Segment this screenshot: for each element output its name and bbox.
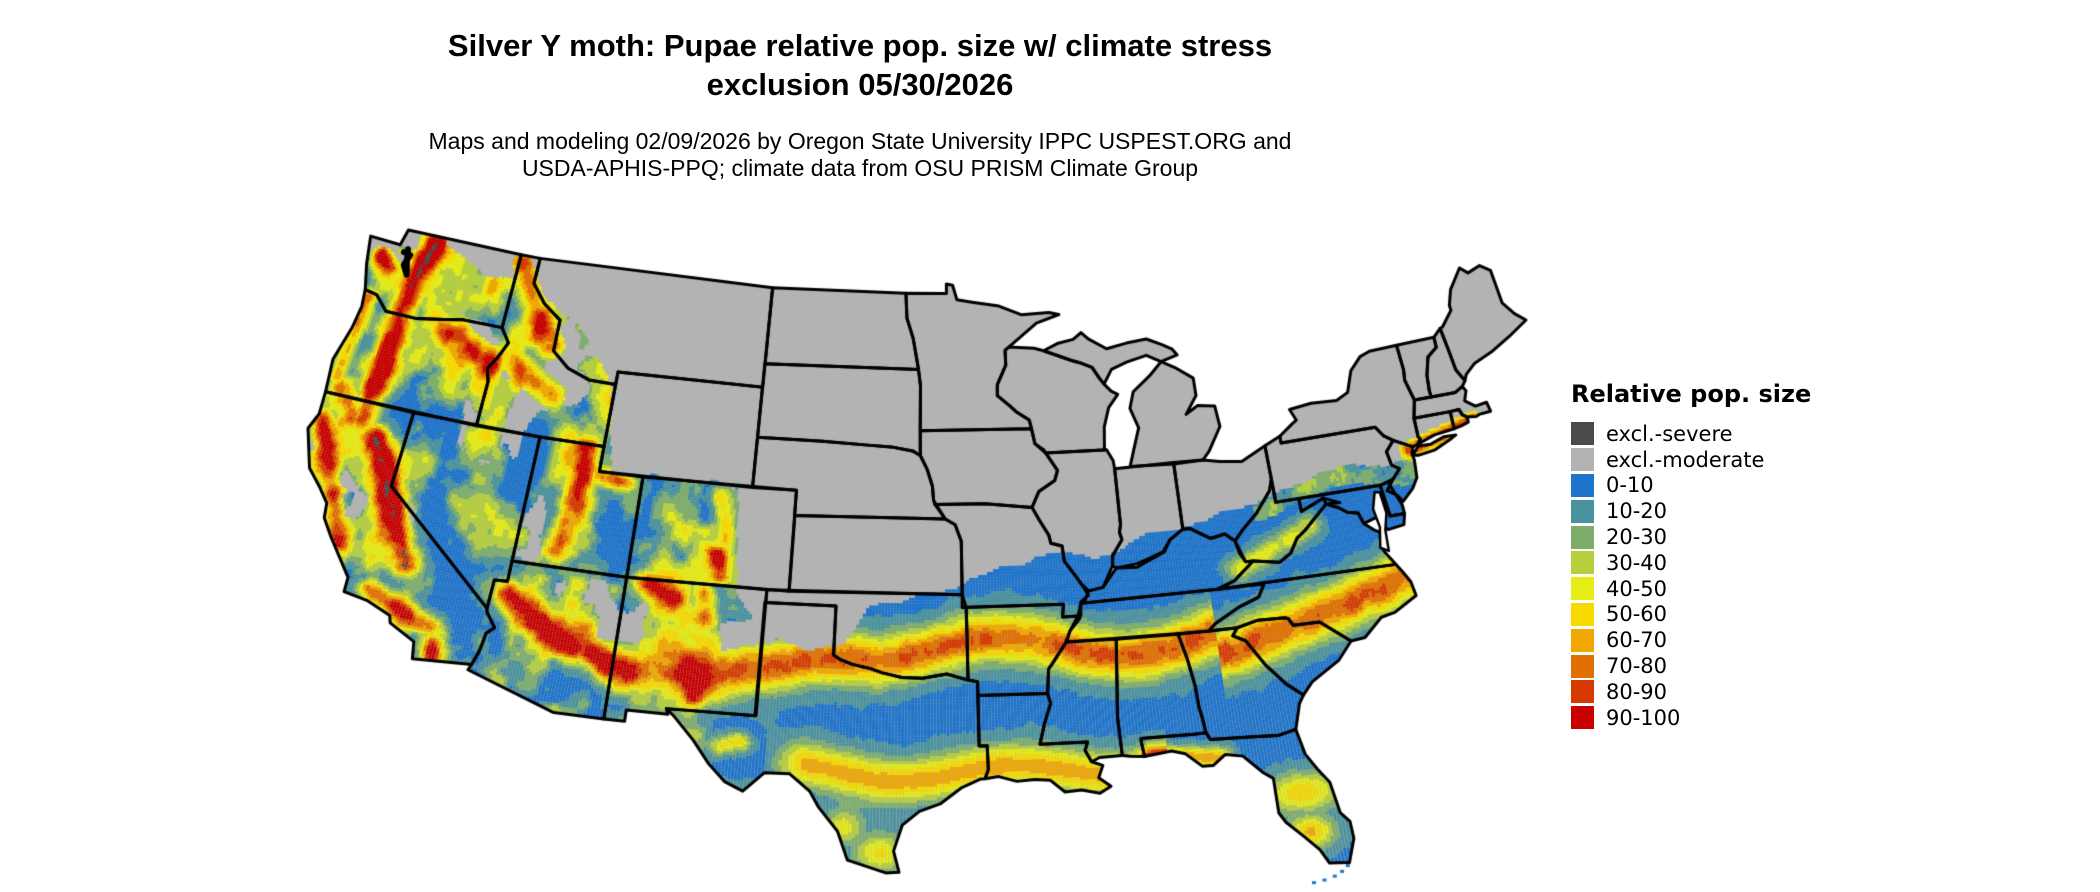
legend-item: 80-90 — [1571, 679, 1811, 705]
figure-subtitle: Maps and modeling 02/09/2026 by Oregon S… — [0, 128, 1720, 182]
legend-swatch — [1571, 602, 1594, 626]
legend-label: 70-80 — [1606, 654, 1668, 679]
legend-label: excl.-severe — [1606, 421, 1733, 446]
legend-item: 0-10 — [1571, 473, 1811, 499]
legend-item: 50-60 — [1571, 602, 1811, 628]
legend-swatch — [1571, 680, 1594, 704]
legend-item: 30-40 — [1571, 550, 1811, 576]
legend-label: 60-70 — [1606, 628, 1668, 653]
legend-item: 90-100 — [1571, 705, 1811, 731]
legend-label: 20-30 — [1606, 525, 1668, 550]
legend-swatch — [1571, 577, 1594, 601]
legend-swatch — [1571, 551, 1594, 575]
legend-label: 10-20 — [1606, 499, 1668, 524]
legend-item: excl.-moderate — [1571, 447, 1811, 473]
legend-title: Relative pop. size — [1571, 380, 1812, 408]
legend-label: 40-50 — [1606, 576, 1668, 601]
legend-label: 90-100 — [1606, 705, 1681, 730]
legend-label: 30-40 — [1606, 550, 1668, 575]
legend-swatch — [1571, 525, 1594, 549]
legend-swatch — [1571, 422, 1594, 446]
title-line-1: Silver Y moth: Pupae relative pop. size … — [447, 28, 1273, 63]
legend-item: 10-20 — [1571, 498, 1811, 524]
legend-item: excl.-severe — [1571, 421, 1811, 447]
map-legend: Relative pop. size excl.-severe excl.-mo… — [1571, 380, 1811, 731]
legend-items: excl.-severe excl.-moderate 0-10 10-20 2… — [1571, 421, 1811, 731]
figure-title: Silver Y moth: Pupae relative pop. size … — [0, 26, 1720, 104]
legend-swatch — [1571, 706, 1594, 730]
legend-swatch — [1571, 654, 1594, 678]
legend-swatch — [1571, 628, 1594, 652]
subtitle-line-2: USDA-APHIS-PPQ; climate data from OSU PR… — [521, 155, 1199, 181]
legend-swatch — [1571, 448, 1594, 472]
legend-label: 50-60 — [1606, 602, 1668, 627]
legend-item: 70-80 — [1571, 653, 1811, 679]
legend-item: 40-50 — [1571, 576, 1811, 602]
legend-swatch — [1571, 499, 1594, 523]
legend-swatch — [1571, 473, 1594, 497]
figure-header: Silver Y moth: Pupae relative pop. size … — [0, 26, 1720, 182]
subtitle-line-1: Maps and modeling 02/09/2026 by Oregon S… — [428, 128, 1292, 154]
legend-label: 0-10 — [1606, 473, 1654, 498]
title-line-2: exclusion 05/30/2026 — [706, 67, 1014, 102]
legend-label: excl.-moderate — [1606, 447, 1765, 472]
legend-item: 60-70 — [1571, 627, 1811, 653]
legend-item: 20-30 — [1571, 524, 1811, 550]
legend-label: 80-90 — [1606, 679, 1668, 704]
